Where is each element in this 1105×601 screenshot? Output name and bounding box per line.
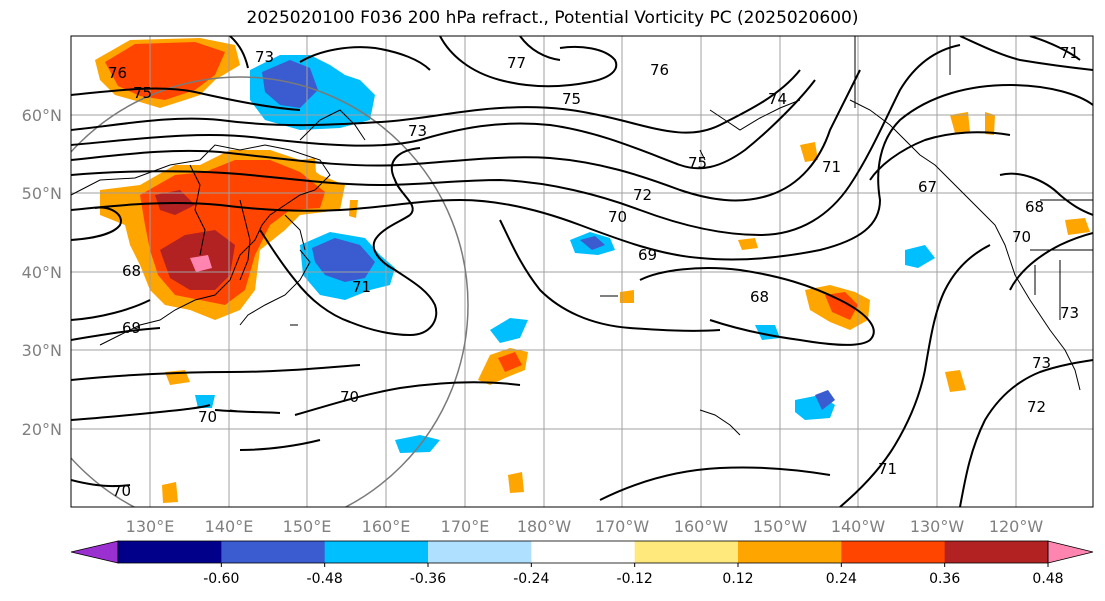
lon-label: 150°W — [753, 517, 808, 536]
colorbar-tick-label: 0.24 — [826, 571, 857, 587]
lon-label: 170°W — [595, 517, 650, 536]
colorbar-tick-label: -0.24 — [513, 571, 549, 587]
lon-label: 140°E — [205, 517, 254, 536]
lat-label: 30°N — [22, 341, 62, 360]
lon-label: 180°W — [517, 517, 572, 536]
colorbar-tick-label: -0.48 — [307, 571, 343, 587]
contour-label: 73 — [1032, 354, 1051, 372]
colorbar-tick-label: 0.12 — [722, 571, 753, 587]
lon-label: 140°W — [831, 517, 886, 536]
contour-label: 71 — [352, 278, 371, 296]
contour-labels: 76 75 73 77 76 75 74 73 75 71 72 67 70 6… — [108, 44, 1079, 500]
colorbar-swatch — [324, 541, 429, 563]
lon-label: 150°E — [283, 517, 332, 536]
colorbar-tick-label: -0.36 — [410, 571, 446, 587]
contour-label: 75 — [133, 84, 152, 102]
colorbar-swatch — [531, 541, 636, 563]
contour-label: 70 — [1012, 228, 1031, 246]
contour-label: 76 — [650, 61, 669, 79]
lon-label: 160°W — [674, 517, 729, 536]
colorbar-swatch — [738, 541, 842, 563]
contour-label: 68 — [1025, 198, 1044, 216]
colorbar-extend-low — [70, 540, 119, 564]
colorbar-swatch — [428, 541, 532, 563]
contour-label: 68 — [750, 288, 769, 306]
colorbar-tick-label: 0.36 — [929, 571, 960, 587]
contour-label: 70 — [112, 482, 131, 500]
lon-label: 120°W — [989, 517, 1044, 536]
contour-label: 67 — [918, 178, 937, 196]
contour-label: 70 — [340, 388, 359, 406]
colorbar-swatch — [221, 541, 326, 563]
colorbar-swatch — [841, 541, 946, 563]
colorbar-frame — [117, 540, 1049, 564]
contour-label: 69 — [122, 319, 141, 337]
lon-label: 130°W — [910, 517, 965, 536]
map-title: 2025020100 F036 200 hPa refract., Potent… — [246, 8, 859, 28]
height-contours — [71, 36, 1093, 507]
colorbar-swatch — [944, 541, 1049, 563]
contour-label: 71 — [822, 158, 841, 176]
contour-label: 72 — [1027, 398, 1046, 416]
contour-label: 74 — [768, 90, 787, 108]
lat-label: 50°N — [22, 184, 62, 203]
contour-label: 73 — [408, 122, 427, 140]
colorbar-tick-label: -0.12 — [617, 571, 653, 587]
range-circle — [71, 76, 469, 507]
contour-label: 70 — [198, 408, 217, 426]
contour-label: 68 — [122, 262, 141, 280]
map-frame — [70, 35, 1094, 508]
contour-label: 73 — [255, 48, 274, 66]
colorbar-swatch — [118, 541, 222, 563]
lon-label: 160°E — [362, 517, 411, 536]
contour-label: 77 — [507, 54, 526, 72]
contour-label: 76 — [108, 64, 127, 82]
lat-label: 60°N — [22, 106, 62, 125]
contour-label: 71 — [1060, 44, 1079, 62]
contour-label: 70 — [608, 208, 627, 226]
colorbar: -0.60 -0.48 -0.36 -0.24 -0.12 0.12 0.24 0.36 0.4… — [70, 540, 1094, 587]
lat-label: 20°N — [22, 420, 62, 439]
contour-label: 73 — [1060, 304, 1079, 322]
colorbar-tick-label: 0.48 — [1032, 571, 1063, 587]
contour-label: 69 — [638, 246, 657, 264]
contour-label: 75 — [688, 154, 707, 172]
colorbar-extend-high — [1047, 540, 1094, 564]
latitude-labels: 60°N 50°N 40°N 30°N 20°N — [22, 106, 62, 439]
contour-label: 75 — [562, 90, 581, 108]
longitude-labels: 130°E 140°E 150°E 160°E 170°E 180°W 170°… — [126, 517, 1044, 536]
lon-label: 130°E — [126, 517, 175, 536]
contour-label: 72 — [633, 186, 652, 204]
grid-lines — [71, 36, 1093, 507]
colorbar-tick-label: -0.60 — [203, 571, 239, 587]
contour-label: 71 — [878, 460, 897, 478]
colorbar-swatch — [634, 541, 739, 563]
lat-label: 40°N — [22, 263, 62, 282]
lon-label: 170°E — [441, 517, 490, 536]
